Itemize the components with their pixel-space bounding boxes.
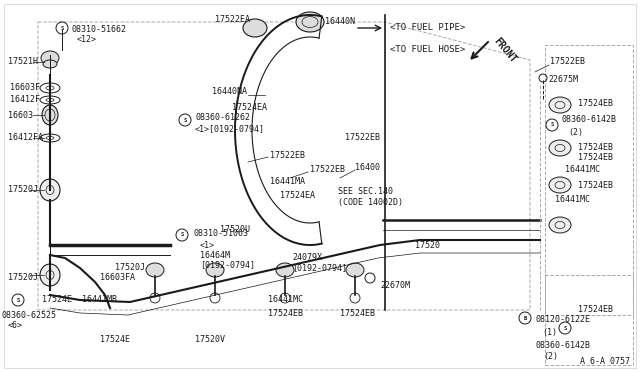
Text: 16400: 16400 [355, 164, 380, 173]
Text: 17522EB: 17522EB [345, 134, 380, 142]
Ellipse shape [41, 51, 59, 65]
Text: S: S [180, 232, 184, 237]
Ellipse shape [243, 19, 267, 37]
Text: <1>: <1> [200, 241, 215, 250]
Text: 17520J: 17520J [8, 273, 38, 282]
Text: 17520V: 17520V [195, 336, 225, 344]
Text: 16441MC: 16441MC [268, 295, 303, 305]
Ellipse shape [40, 264, 60, 286]
Text: 17520: 17520 [415, 241, 440, 250]
Text: 17524E: 17524E [100, 336, 130, 344]
Text: 17524EB: 17524EB [268, 308, 303, 317]
Text: SEE SEC.140: SEE SEC.140 [338, 187, 393, 196]
Text: 17522EB: 17522EB [550, 58, 585, 67]
Text: 08360-62525: 08360-62525 [2, 311, 57, 320]
Ellipse shape [346, 263, 364, 277]
Text: S: S [550, 122, 554, 128]
Text: A 6-A 0757: A 6-A 0757 [580, 357, 630, 366]
Text: (1): (1) [542, 327, 557, 337]
Text: 16440N: 16440N [325, 17, 355, 26]
Text: <6>: <6> [8, 321, 23, 330]
Text: <1>[0192-0794]: <1>[0192-0794] [195, 125, 265, 134]
Text: 17524EB: 17524EB [578, 180, 613, 189]
Text: 17524EB: 17524EB [340, 308, 375, 317]
Text: 17520J: 17520J [115, 263, 145, 273]
Text: 16441MB: 16441MB [82, 295, 117, 305]
Text: 16440NA: 16440NA [212, 87, 247, 96]
Text: 17524EA: 17524EA [280, 190, 315, 199]
Text: 08310-51662: 08310-51662 [72, 26, 127, 35]
Text: [0192-0794]: [0192-0794] [200, 260, 255, 269]
Text: 16412F: 16412F [10, 96, 40, 105]
Text: 16603: 16603 [8, 110, 33, 119]
Ellipse shape [549, 97, 571, 113]
Ellipse shape [206, 263, 224, 277]
Ellipse shape [549, 140, 571, 156]
Text: 17524E: 17524E [42, 295, 72, 305]
Text: 17524EB: 17524EB [578, 99, 613, 108]
Bar [545, 275, 633, 365]
Text: 16464M: 16464M [200, 250, 230, 260]
Text: 17524EB: 17524EB [578, 154, 613, 163]
Ellipse shape [43, 60, 57, 68]
Text: [0192-0794]: [0192-0794] [292, 263, 347, 273]
Text: (2): (2) [543, 353, 558, 362]
Text: 08360-6142B: 08360-6142B [535, 340, 590, 350]
Text: 16603FA: 16603FA [100, 273, 135, 282]
Text: S: S [563, 326, 566, 330]
Text: 08310-51063: 08310-51063 [193, 228, 248, 237]
Text: 24079X: 24079X [292, 253, 322, 262]
Text: 22670M: 22670M [380, 280, 410, 289]
Text: 08360-6142B: 08360-6142B [562, 115, 617, 125]
Ellipse shape [276, 263, 294, 277]
Text: (CODE 14002D): (CODE 14002D) [338, 199, 403, 208]
Text: <TO FUEL HOSE>: <TO FUEL HOSE> [390, 45, 465, 55]
Text: 17522EB: 17522EB [310, 166, 345, 174]
Text: 17522EA: 17522EA [215, 16, 250, 25]
Text: <TO FUEL PIPE>: <TO FUEL PIPE> [390, 23, 465, 32]
Text: <12>: <12> [77, 35, 97, 45]
Text: 22675M: 22675M [548, 76, 578, 84]
Bar [545, 45, 633, 315]
Ellipse shape [40, 179, 60, 201]
Text: 16603F: 16603F [10, 83, 40, 92]
Ellipse shape [146, 263, 164, 277]
Text: S: S [184, 118, 187, 122]
Text: 16441MC: 16441MC [565, 166, 600, 174]
Text: 08360-61262: 08360-61262 [195, 113, 250, 122]
Text: 17524EB: 17524EB [578, 305, 613, 314]
Text: 17520J: 17520J [8, 186, 38, 195]
Text: 17522EB: 17522EB [270, 151, 305, 160]
Text: 17521H: 17521H [8, 58, 38, 67]
Text: 16441MA: 16441MA [270, 177, 305, 186]
Text: B: B [524, 315, 527, 321]
Text: S: S [17, 298, 20, 302]
Text: (2): (2) [568, 128, 583, 137]
Ellipse shape [296, 12, 324, 32]
Text: 16441MC: 16441MC [555, 196, 590, 205]
Text: 16412FA: 16412FA [8, 134, 43, 142]
Ellipse shape [549, 217, 571, 233]
Text: S: S [60, 26, 63, 31]
Text: 08120-6122E: 08120-6122E [535, 315, 590, 324]
Text: FRONT: FRONT [492, 36, 518, 64]
Text: 17524EA: 17524EA [232, 103, 267, 112]
Text: 17520U: 17520U [220, 225, 250, 234]
Ellipse shape [549, 177, 571, 193]
Ellipse shape [42, 105, 58, 125]
Text: 17524EB: 17524EB [578, 144, 613, 153]
